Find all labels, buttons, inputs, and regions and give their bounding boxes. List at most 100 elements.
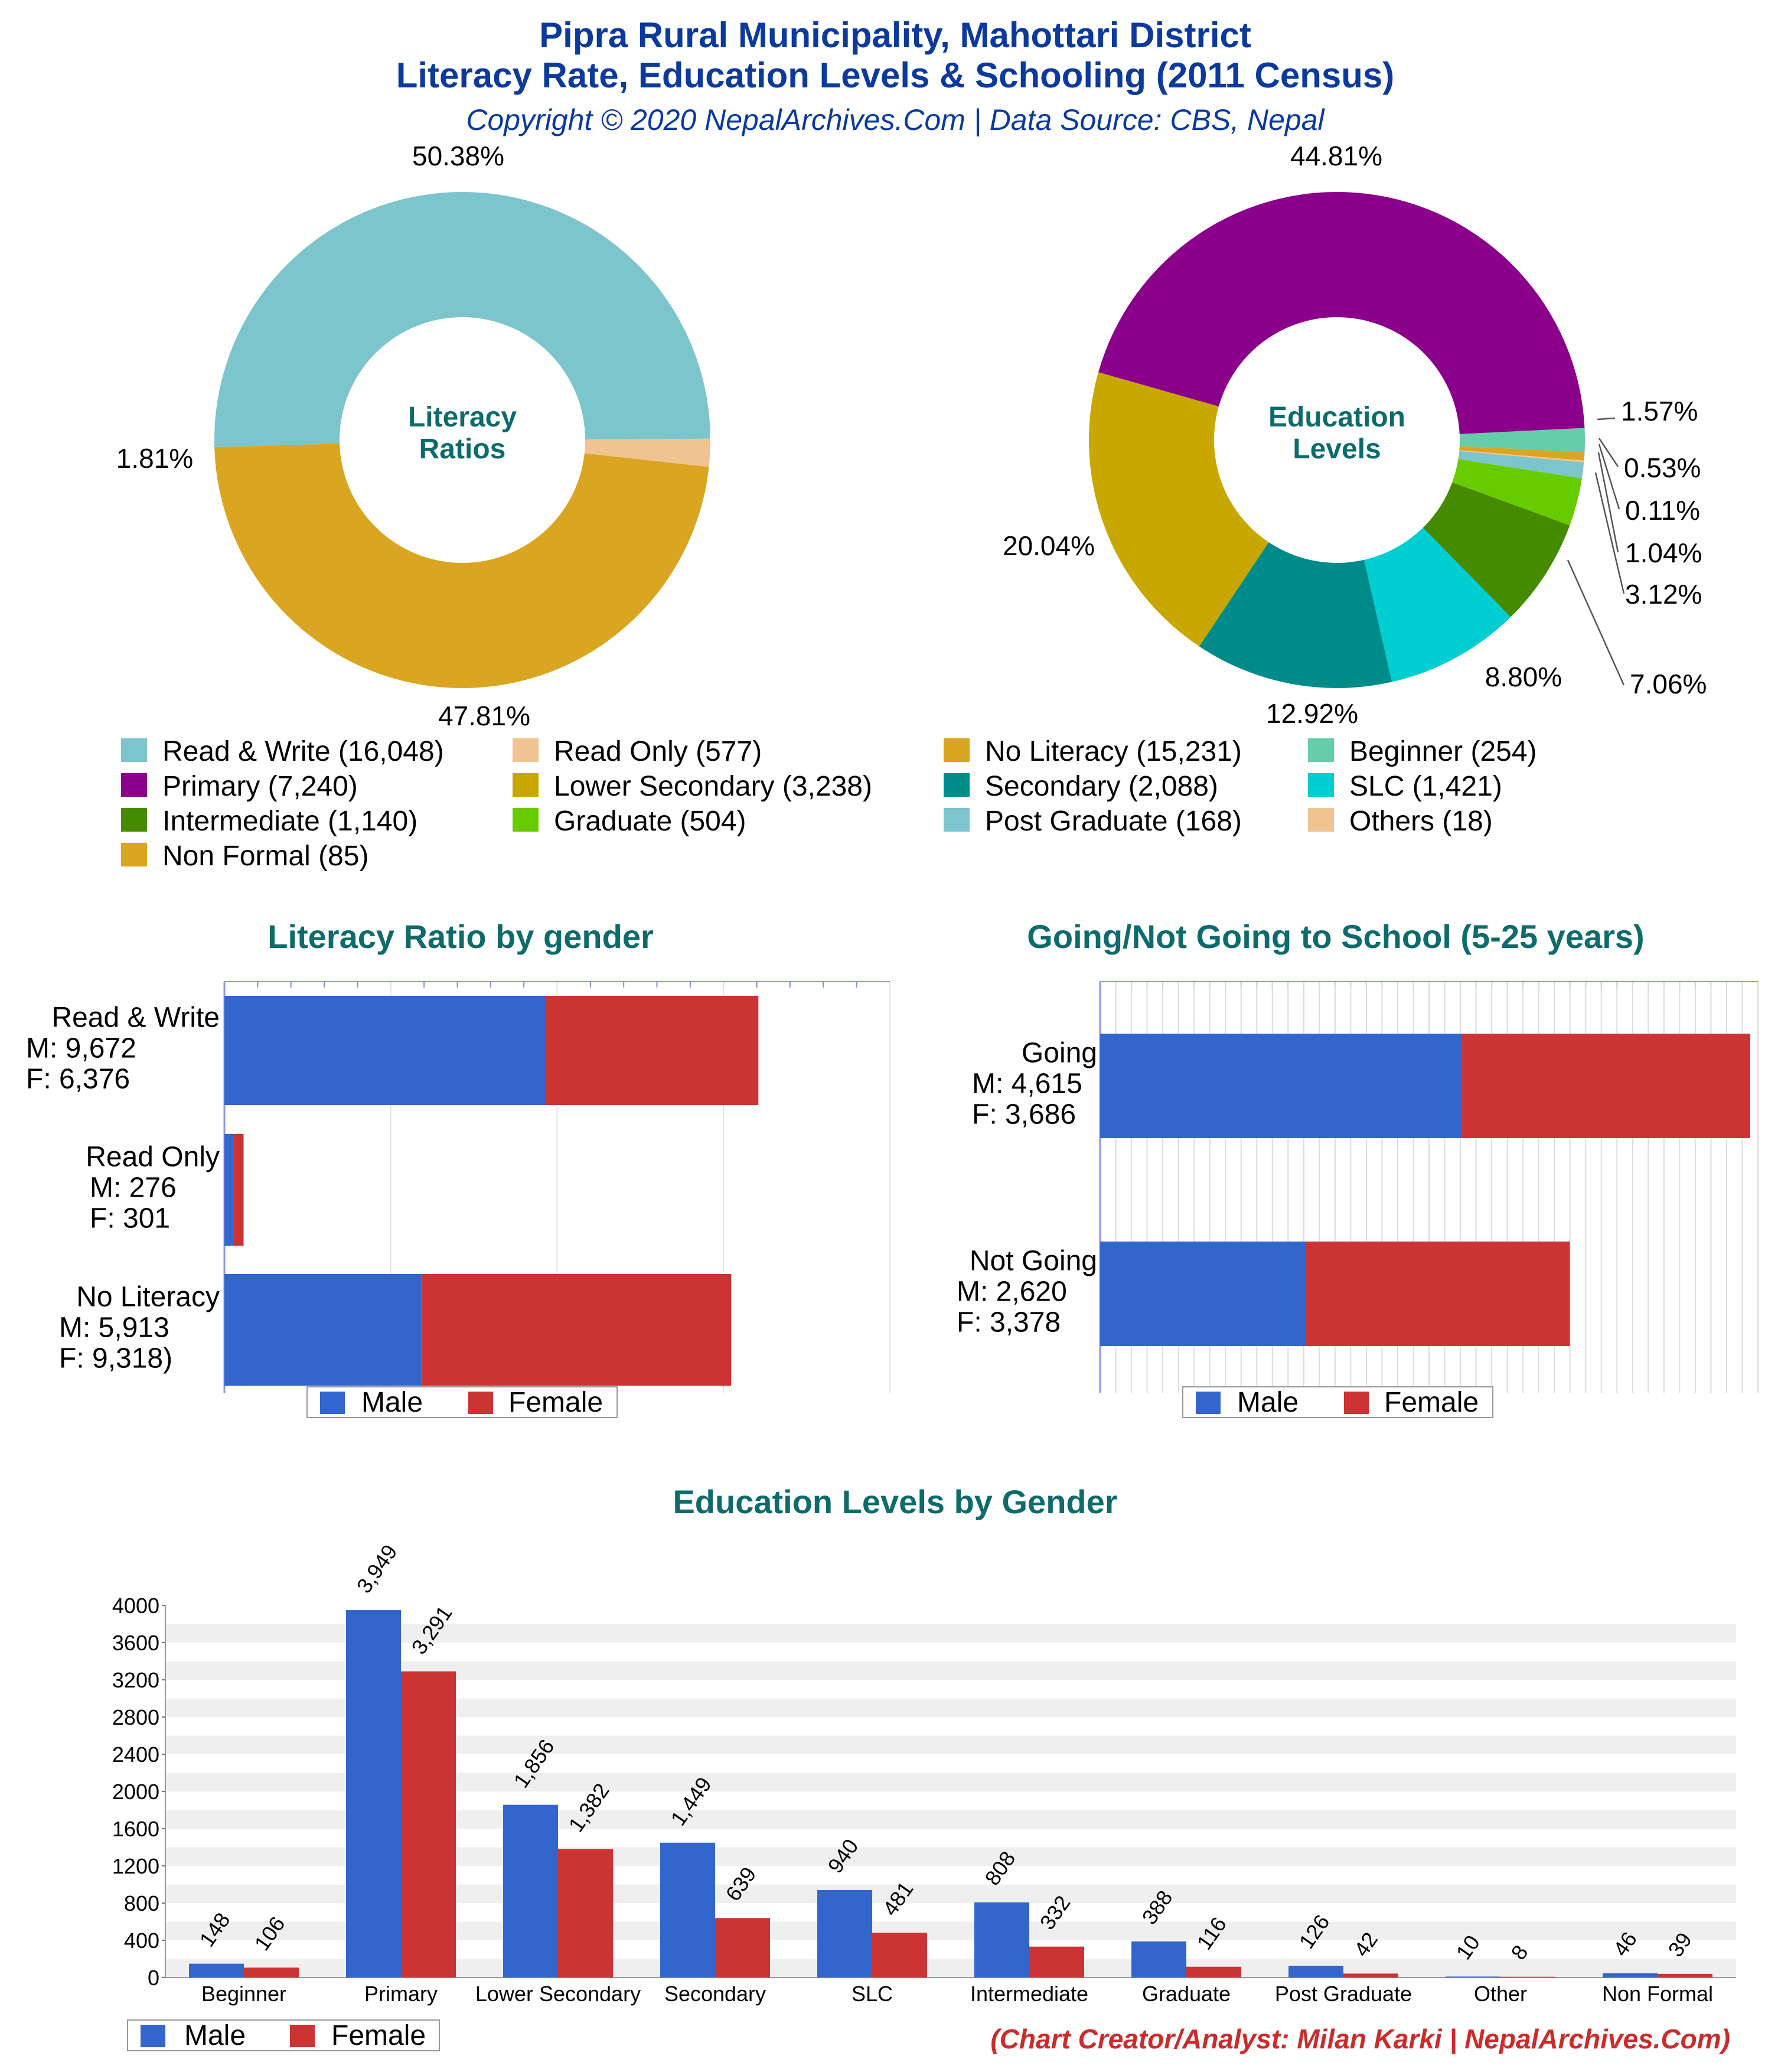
education-gender-x-tick-label: Other <box>1474 1982 1527 2006</box>
school-bar-male-going <box>1100 1034 1462 1138</box>
legend-swatch-read-write-16-048 <box>121 738 147 762</box>
school-bar-female-not-going <box>1305 1242 1570 1346</box>
school-legend-female-label: Female <box>1384 1387 1479 1418</box>
literacy-slice-read-write <box>214 192 710 448</box>
school-legend-male-label: Male <box>1237 1387 1299 1418</box>
education-gender-x-tick-label: Secondary <box>664 1982 766 2006</box>
legend-swatch-read-only-577 <box>513 738 539 762</box>
education-gender-bar-female-graduate <box>1186 1966 1241 1977</box>
education-slice-secondary <box>1199 542 1392 689</box>
legend-swatch-lower-secondary-3-238 <box>513 773 539 797</box>
education-slice-intermediate <box>1423 482 1570 617</box>
education-gender-title: Education Levels by Gender <box>673 1483 1117 1520</box>
education-gender-bar-male-non-formal <box>1603 1973 1658 1977</box>
literacy-gender-female-value-label: F: 301 <box>90 1203 170 1234</box>
education-gender-x-tick-label: Intermediate <box>970 1982 1088 2006</box>
pie2-pct-post-graduate: 1.04% <box>1625 537 1702 568</box>
literacy-gender-female-value-label: F: 6,376 <box>26 1064 130 1095</box>
education-slice-beginner <box>1459 428 1585 452</box>
pie2-center-line1: Education <box>1268 402 1405 433</box>
education-gender-legend-male-label: Male <box>184 2020 246 2051</box>
school-male-value-label: M: 4,615 <box>972 1068 1082 1100</box>
education-gender-bar-male-primary <box>346 1610 401 1977</box>
education-slice-primary <box>1098 192 1585 434</box>
legend-swatch-graduate-504 <box>513 808 539 832</box>
education-gender-x-tick-label: Graduate <box>1142 1982 1231 2006</box>
legend-swatch-secondary-2-088 <box>944 773 970 797</box>
legend-swatch-non-formal-85 <box>121 843 147 866</box>
school-legend-female-swatch <box>1344 1392 1369 1414</box>
literacy-slice-no-literacy <box>214 444 709 689</box>
education-slice-slc <box>1364 527 1511 682</box>
literacy-gender-legend-box <box>306 1386 618 1418</box>
education-slice-non-formal <box>1459 446 1585 461</box>
literacy-gender-bar-female-read-only <box>233 1134 244 1246</box>
pie2-pct-slc: 8.80% <box>1485 662 1562 692</box>
legend-swatch-intermediate-1-140 <box>121 808 147 832</box>
education-slice-lower-secondary <box>1089 372 1269 647</box>
school-category-label: Not Going <box>970 1246 1097 1277</box>
pie-legend: Read & Write (16,048) Read Only (577) No L… <box>121 736 1537 872</box>
legend-label-beginner-254: Beginner (254) <box>1349 736 1537 767</box>
literacy-gender-bar-male-read-only <box>224 1134 234 1246</box>
legend-swatch-no-literacy-15-231 <box>944 738 970 762</box>
school-female-value-label: F: 3,686 <box>972 1099 1076 1131</box>
literacy-gender-male-value-label: M: 276 <box>90 1172 177 1204</box>
leader-line-beginner <box>1597 417 1616 421</box>
literacy-gender-legend-female-label: Female <box>508 1387 603 1418</box>
literacy-slice-read-only <box>584 438 710 467</box>
legend-label-read-only-577: Read Only (577) <box>554 736 762 767</box>
literacy-gender-bar-male-no-literacy <box>224 1274 422 1386</box>
leader-line-intermediate <box>1567 559 1625 686</box>
education-gender-bar-male-lower-secondary <box>503 1804 558 1977</box>
school-female-value-label: F: 3,378 <box>957 1307 1061 1338</box>
credit-line: (Chart Creator/Analyst: Milan Karki | Ne… <box>990 2024 1730 2054</box>
education-gender-bar-male-graduate <box>1131 1941 1186 1977</box>
education-gender-bar-female-intermediate <box>1029 1946 1084 1977</box>
literacy-gender-bar-male-read-write <box>224 996 547 1105</box>
school-male-value-label: M: 2,620 <box>957 1276 1067 1308</box>
education-gender-x-tick-label: Post Graduate <box>1275 1982 1412 2006</box>
education-gender-y-tick-label: 4000 <box>112 1594 159 1618</box>
school-legend-box <box>1182 1386 1493 1418</box>
school-legend-male-swatch <box>1196 1392 1221 1414</box>
education-gender-x-tick-label: Primary <box>364 1982 438 2006</box>
legend-label-slc-1-421: SLC (1,421) <box>1349 771 1502 802</box>
legend-label-graduate-504: Graduate (504) <box>554 806 746 837</box>
education-gender-y-tick-label: 2000 <box>112 1780 159 1804</box>
literacy-gender-legend-male-swatch <box>320 1392 345 1414</box>
literacy-gender-title: Literacy Ratio by gender <box>267 918 654 955</box>
education-gender-bar-male-beginner <box>189 1963 244 1977</box>
pie2-pct-others: 0.11% <box>1625 495 1700 526</box>
title-line-2: Literacy Rate, Education Levels & School… <box>396 56 1395 95</box>
education-gender-legend-male-swatch <box>141 2025 165 2047</box>
literacy-gender-legend-female-swatch <box>468 1392 493 1414</box>
literacy-gender-male-value-label: M: 5,913 <box>59 1312 169 1344</box>
education-gender-legend-female-swatch <box>290 2025 315 2047</box>
legend-label-lower-secondary-3-238: Lower Secondary (3,238) <box>554 771 872 802</box>
legend-label-read-write-16-048: Read & Write (16,048) <box>162 736 444 767</box>
legend-swatch-post-graduate-168 <box>944 808 970 832</box>
education-gender-y-tick-label: 3200 <box>112 1668 159 1692</box>
pie2-pct-lower-secondary: 20.04% <box>1003 530 1095 561</box>
title-line-1: Pipra Rural Municipality, Mahottari Dist… <box>539 15 1251 55</box>
legend-label-intermediate-1-140: Intermediate (1,140) <box>162 806 417 837</box>
legend-swatch-others-18 <box>1308 808 1334 832</box>
literacy-gender-category-label: No Literacy <box>76 1282 220 1313</box>
education-gender-bar-male-secondary <box>660 1842 715 1977</box>
education-gender-x-tick-label: Non Formal <box>1602 1982 1713 2006</box>
education-gender-y-tick-label: 2400 <box>112 1742 159 1767</box>
education-gender-y-tick-label: 400 <box>124 1928 159 1953</box>
legend-swatch-beginner-254 <box>1308 738 1334 762</box>
pie2-pct-non-formal: 0.53% <box>1624 452 1701 483</box>
education-gender-y-tick-label: 3600 <box>112 1631 159 1655</box>
education-gender-bar-male-intermediate <box>974 1902 1029 1977</box>
legend-label-no-literacy-15-231: No Literacy (15,231) <box>985 736 1242 767</box>
education-gender-y-tick-label: 2800 <box>112 1705 159 1729</box>
education-gender-legend-female-label: Female <box>331 2020 426 2051</box>
pie1-pct-no-literacy: 47.81% <box>438 701 530 731</box>
legend-label-non-formal-85: Non Formal (85) <box>162 840 368 872</box>
pie2-pct-secondary: 12.92% <box>1266 698 1358 729</box>
pie2-pct-primary: 44.81% <box>1290 141 1382 171</box>
